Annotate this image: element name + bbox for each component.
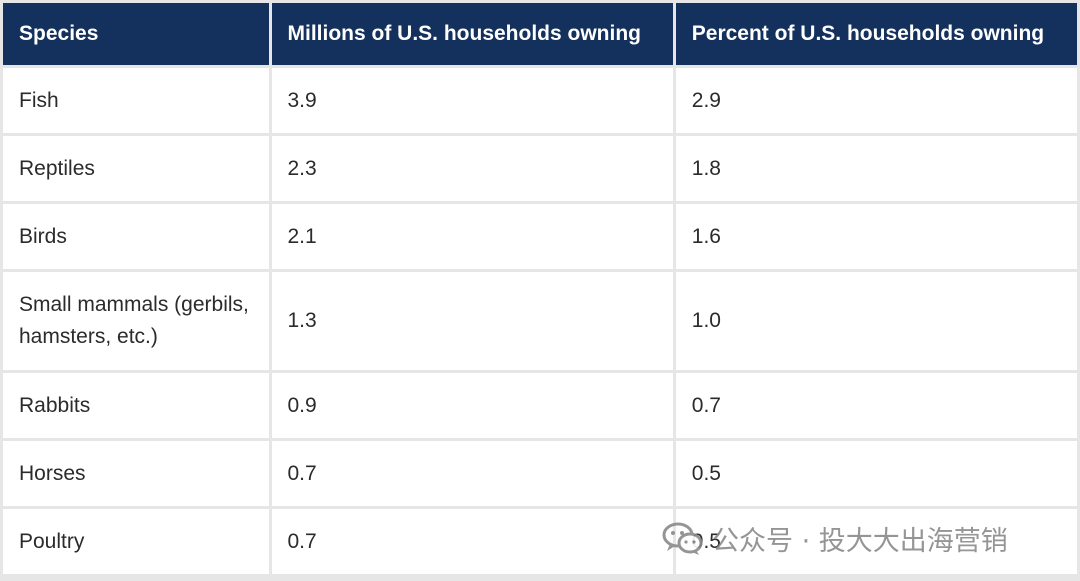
millions-cell: 2.1	[271, 204, 673, 269]
watermark-text: 公众号 · 投大大出海营销	[712, 526, 1008, 557]
table-row: Fish 3.9 2.9	[3, 68, 1077, 133]
table-row: Horses 0.7 0.5	[3, 441, 1077, 506]
column-header-species: Species	[3, 3, 269, 65]
column-header-millions: Millions of U.S. households owning	[271, 3, 673, 65]
millions-cell: 1.3	[271, 272, 673, 370]
millions-cell: 0.7	[271, 509, 673, 574]
table-row: Reptiles 2.3 1.8	[3, 136, 1077, 201]
species-cell: Horses	[3, 441, 269, 506]
species-cell: Small mammals (gerbils, hamsters, etc.)	[3, 272, 269, 370]
species-cell: Reptiles	[3, 136, 269, 201]
watermark: 公众号 · 投大大出海营销	[662, 519, 1008, 558]
table-row: Birds 2.1 1.6	[3, 204, 1077, 269]
percent-cell: 0.5	[675, 441, 1077, 506]
millions-cell: 0.9	[271, 373, 673, 438]
table-row: Small mammals (gerbils, hamsters, etc.) …	[3, 272, 1077, 370]
wechat-icon	[662, 521, 704, 557]
table-header-row: Species Millions of U.S. households owni…	[3, 3, 1077, 65]
percent-cell: 1.0	[675, 272, 1077, 370]
percent-cell: 1.6	[675, 204, 1077, 269]
percent-cell: 1.8	[675, 136, 1077, 201]
species-cell: Fish	[3, 68, 269, 133]
column-header-percent: Percent of U.S. households owning	[675, 3, 1077, 65]
table-row: Rabbits 0.9 0.7	[3, 373, 1077, 438]
percent-cell: 2.9	[675, 68, 1077, 133]
table-row: Poultry 0.7 0.5	[3, 509, 1077, 574]
species-cell: Rabbits	[3, 373, 269, 438]
millions-cell: 2.3	[271, 136, 673, 201]
species-cell: Poultry	[3, 509, 269, 574]
millions-cell: 3.9	[271, 68, 673, 133]
species-cell: Birds	[3, 204, 269, 269]
percent-cell: 0.7	[675, 373, 1077, 438]
millions-cell: 0.7	[271, 441, 673, 506]
